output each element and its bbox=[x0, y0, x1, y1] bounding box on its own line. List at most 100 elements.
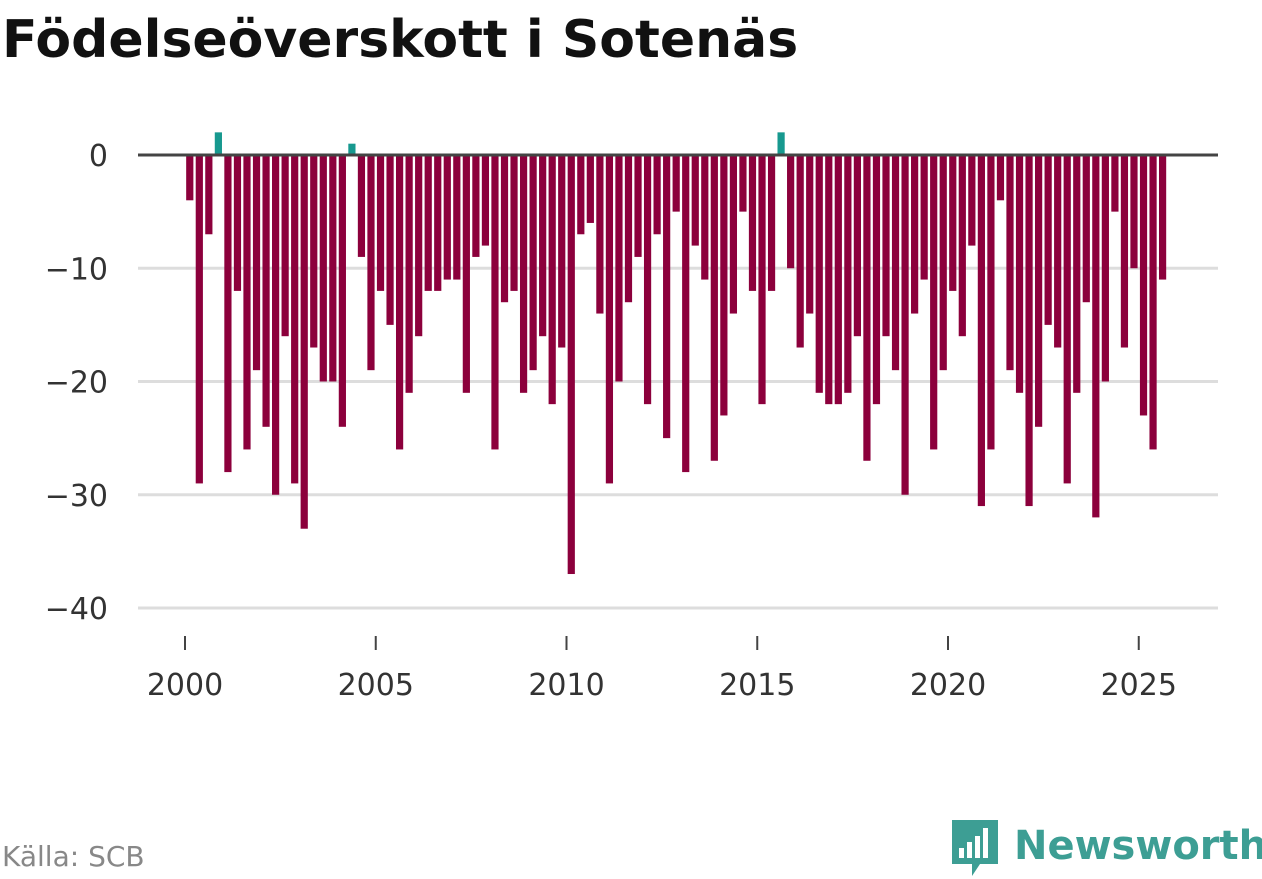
bar bbox=[653, 155, 661, 235]
bar bbox=[1120, 155, 1129, 348]
bar bbox=[1015, 155, 1024, 393]
bar bbox=[1073, 155, 1081, 393]
bar bbox=[891, 155, 900, 371]
bar bbox=[1082, 155, 1090, 303]
y-tick-label: −30 bbox=[45, 479, 108, 514]
x-tick-label: 2005 bbox=[338, 668, 414, 703]
bar bbox=[825, 155, 833, 405]
bar bbox=[863, 155, 871, 461]
y-tick-label: −40 bbox=[45, 592, 108, 627]
bar bbox=[281, 155, 289, 337]
bar bbox=[272, 155, 280, 495]
bar bbox=[758, 155, 766, 405]
bar bbox=[682, 155, 690, 473]
bar bbox=[291, 155, 299, 484]
bar bbox=[920, 155, 928, 280]
bar bbox=[834, 155, 842, 405]
source-label: Källa: bbox=[2, 840, 80, 873]
bar bbox=[691, 155, 699, 246]
bar bbox=[663, 155, 671, 439]
bar bbox=[643, 155, 652, 405]
bar bbox=[1035, 155, 1043, 427]
x-tick-label: 2010 bbox=[528, 668, 604, 703]
bar bbox=[930, 155, 938, 450]
x-tick-label: 2025 bbox=[1101, 668, 1177, 703]
bar bbox=[901, 155, 909, 495]
bar bbox=[1025, 155, 1033, 507]
bar bbox=[329, 155, 337, 382]
x-tick-label: 2020 bbox=[910, 668, 986, 703]
bar bbox=[911, 155, 919, 314]
bar bbox=[453, 155, 461, 280]
bar bbox=[701, 155, 709, 280]
y-axis: 0 −10 −20 −30 −40 bbox=[45, 139, 108, 627]
bar bbox=[386, 155, 394, 325]
brand-name: Newsworthy bbox=[1014, 823, 1262, 869]
bar bbox=[605, 155, 614, 484]
bar bbox=[872, 155, 881, 405]
bar bbox=[844, 155, 852, 393]
bar bbox=[567, 155, 575, 575]
x-axis: 2000 2005 2010 2015 2020 2025 bbox=[147, 636, 1177, 703]
bar bbox=[1054, 155, 1062, 348]
bar bbox=[319, 155, 327, 382]
bar bbox=[996, 155, 1005, 201]
bar bbox=[491, 155, 499, 450]
x-tick-label: 2000 bbox=[147, 668, 223, 703]
bar bbox=[720, 155, 728, 416]
source-note: Källa: SCB bbox=[2, 840, 145, 873]
bar bbox=[405, 155, 413, 393]
source-name: SCB bbox=[88, 840, 145, 873]
bar bbox=[729, 155, 738, 314]
newsworthy-logo-icon bbox=[952, 820, 998, 876]
bar bbox=[710, 155, 718, 461]
bar bbox=[186, 155, 194, 201]
bar bbox=[510, 155, 518, 291]
bar bbox=[462, 155, 470, 393]
y-tick-label: −10 bbox=[45, 252, 108, 287]
bar bbox=[1111, 155, 1119, 212]
bar bbox=[806, 155, 814, 314]
bar bbox=[224, 155, 232, 473]
bar bbox=[1092, 155, 1100, 518]
bar bbox=[949, 155, 957, 291]
bar bbox=[624, 155, 633, 303]
bar bbox=[500, 155, 509, 303]
bar bbox=[615, 155, 623, 382]
bar bbox=[376, 155, 385, 291]
bar bbox=[968, 155, 976, 246]
bar bbox=[672, 155, 680, 212]
bar bbox=[481, 155, 490, 246]
y-tick-label: 0 bbox=[89, 139, 108, 174]
bar bbox=[767, 155, 776, 291]
brand-logo[interactable]: Newsworthy bbox=[950, 818, 1262, 878]
bar bbox=[1006, 155, 1014, 371]
bar bbox=[977, 155, 985, 507]
bar bbox=[348, 143, 356, 155]
bar bbox=[939, 155, 947, 371]
bar bbox=[1149, 155, 1157, 450]
bar bbox=[205, 155, 213, 235]
bar bbox=[424, 155, 432, 291]
bar bbox=[1044, 155, 1052, 325]
bar bbox=[519, 155, 528, 393]
bar bbox=[796, 155, 804, 348]
bar bbox=[539, 155, 547, 337]
bar bbox=[787, 155, 795, 269]
bar bbox=[1139, 155, 1148, 416]
bar bbox=[338, 155, 346, 427]
bar bbox=[262, 155, 270, 427]
bar bbox=[577, 155, 585, 235]
x-tick-label: 2015 bbox=[719, 668, 795, 703]
bar bbox=[987, 155, 995, 450]
bar bbox=[548, 155, 556, 405]
bar bbox=[252, 155, 261, 371]
bar bbox=[214, 132, 222, 155]
bar bbox=[596, 155, 604, 314]
bar bbox=[529, 155, 537, 371]
bar bbox=[434, 155, 442, 291]
bar bbox=[310, 155, 318, 348]
bar bbox=[195, 155, 203, 484]
bar bbox=[472, 155, 480, 257]
bar bbox=[882, 155, 890, 337]
